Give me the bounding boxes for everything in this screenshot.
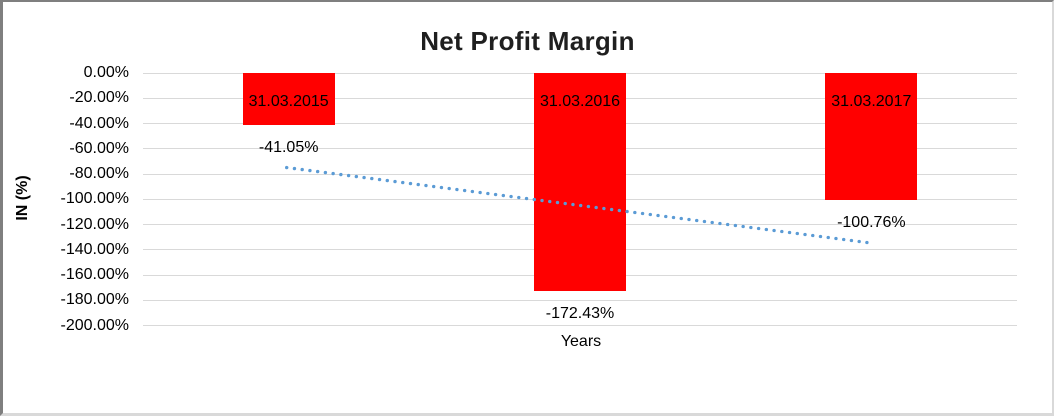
- bar-31.03.2016[interactable]: [534, 73, 626, 291]
- y-tick-label: -140.00%: [60, 240, 130, 258]
- chart-title: Net Profit Margin: [420, 26, 635, 56]
- x-axis-title: Years: [560, 333, 602, 350]
- data-label: -172.43%: [545, 304, 615, 322]
- y-tick-label: -40.00%: [69, 114, 129, 132]
- category-label: 31.03.2017: [831, 93, 912, 110]
- y-tick-label: 0.00%: [83, 64, 129, 81]
- y-tick-label: -160.00%: [60, 266, 130, 283]
- y-tick-label: -200.00%: [60, 316, 130, 334]
- gridline: [143, 299, 1017, 301]
- y-tick-label: -180.00%: [60, 291, 130, 309]
- category-label: 31.03.2016: [539, 93, 621, 110]
- y-tick-label: -20.00%: [69, 89, 129, 107]
- bar-31.03.2015[interactable]: [242, 73, 335, 125]
- y-tick-label: -60.00%: [69, 139, 129, 157]
- y-tick-label: -80.00%: [69, 165, 129, 182]
- bar-31.03.2017[interactable]: [825, 73, 918, 201]
- gridline: [143, 325, 1017, 326]
- y-tick-label: -120.00%: [60, 215, 130, 233]
- data-label: -100.76%: [837, 214, 906, 232]
- category-label: 31.03.2015: [248, 93, 329, 110]
- trendline-dotted[interactable]: [3, 2, 1052, 413]
- data-label: -41.05%: [258, 138, 319, 156]
- plot-area: 0.00% -20.00% -40.00% -60.00% -80.00% -100.00…: [3, 2, 1052, 413]
- y-tick-label: -100.00%: [60, 190, 130, 208]
